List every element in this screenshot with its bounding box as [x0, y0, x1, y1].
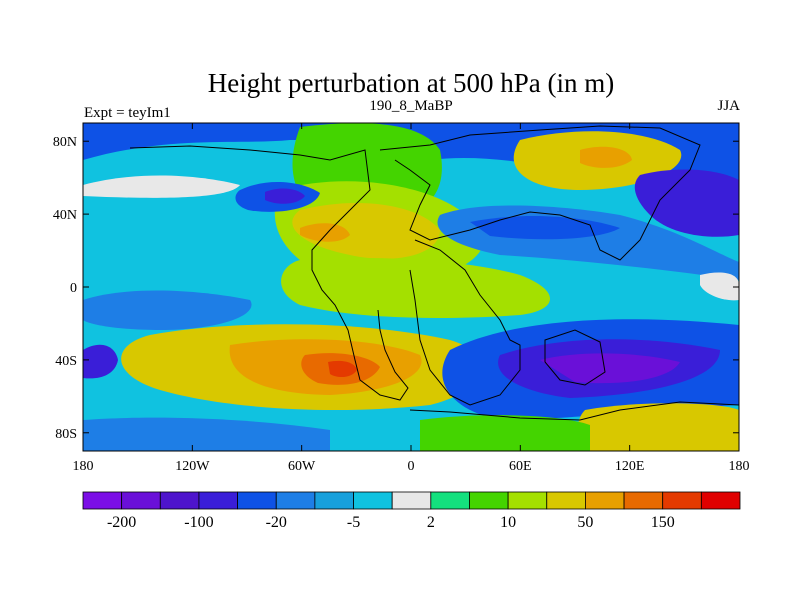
coastlines — [129, 125, 739, 421]
colorbar-box — [391, 491, 432, 510]
x-tick-label: 0 — [408, 459, 415, 474]
y-axis: 80N 40N 0 40S 80S — [53, 135, 739, 442]
coastline-australia — [544, 329, 606, 386]
colorbar-box — [430, 491, 470, 510]
x-tick-label: 180 — [73, 459, 94, 474]
right-string: JJA — [717, 98, 740, 114]
colorbar-label: 2 — [427, 514, 435, 531]
colorbar-box — [237, 491, 277, 510]
colorbar-label: -100 — [184, 514, 213, 531]
central-asia-trough-core — [470, 216, 620, 240]
colorbar-box — [121, 491, 161, 510]
colorbar-label: -20 — [266, 514, 287, 531]
chart-title: Height perturbation at 500 hPa (in m) — [208, 68, 614, 98]
colorbar-label: -200 — [107, 514, 136, 531]
colorbar-box — [198, 491, 238, 510]
sahara-ridge — [292, 202, 440, 259]
tropical-pacific-low — [83, 290, 252, 330]
y-tick-label: 40S — [55, 354, 77, 369]
x-tick-label: 120W — [175, 459, 210, 474]
colorbar-box — [159, 491, 200, 510]
north-america-low-core — [265, 188, 305, 204]
pacific-north-white-band — [83, 175, 240, 198]
colorbar-box — [700, 491, 741, 510]
colorbar-box — [662, 491, 702, 510]
coastline-africa — [409, 239, 521, 406]
x-tick-label: 60E — [509, 459, 532, 474]
southeast-pacific-low — [83, 344, 118, 379]
tropical-green-band — [281, 257, 550, 318]
coastline-eurasia — [379, 125, 701, 261]
colorbar-box — [623, 491, 664, 510]
contour-map — [83, 123, 739, 451]
colorbar-label: 150 — [651, 514, 675, 531]
colorbar-box — [585, 491, 625, 510]
colorbar-label: 50 — [577, 514, 593, 531]
south-atlantic-high-peak — [328, 360, 357, 378]
southern-indian-low-core — [540, 353, 680, 384]
colorbar-box — [353, 491, 393, 510]
colorbar-box — [82, 491, 123, 510]
siberia-high-core — [580, 146, 632, 168]
colorbar: -200 -100 -20 -5 2 10 50 150 — [82, 491, 741, 531]
colorbar-box — [507, 491, 548, 510]
coastline-antarctica — [409, 401, 739, 421]
y-tick-label: 80S — [55, 427, 77, 442]
y-tick-label: 80N — [53, 135, 77, 150]
northwest-pacific-low — [634, 169, 739, 237]
coastline-north-america — [129, 145, 409, 401]
y-tick-label: 0 — [70, 281, 77, 296]
antarctic-east-ridge — [577, 403, 739, 451]
antarctic-west-band — [83, 417, 330, 451]
sahara-ridge-core — [300, 223, 350, 242]
colorbar-label: -5 — [347, 514, 360, 531]
colorbar-label: 10 — [500, 514, 516, 531]
y-tick-label: 40N — [53, 208, 77, 223]
colorbar-box — [469, 491, 509, 510]
equatorial-white-patch — [700, 272, 739, 301]
x-tick-label: 120E — [615, 459, 645, 474]
x-tick-label: 180 — [729, 459, 750, 474]
colorbar-box — [546, 491, 586, 510]
x-axis: 180 120W 60W 0 60E 120E 180 — [73, 123, 750, 474]
x-tick-label: 60W — [288, 459, 316, 474]
colorbar-box — [275, 491, 316, 510]
colorbar-box — [314, 491, 354, 510]
left-string: Expt = teyIm1 — [84, 105, 171, 121]
antarctic-green-band — [420, 415, 590, 451]
center-string: 190_8_MaBP — [369, 98, 452, 114]
